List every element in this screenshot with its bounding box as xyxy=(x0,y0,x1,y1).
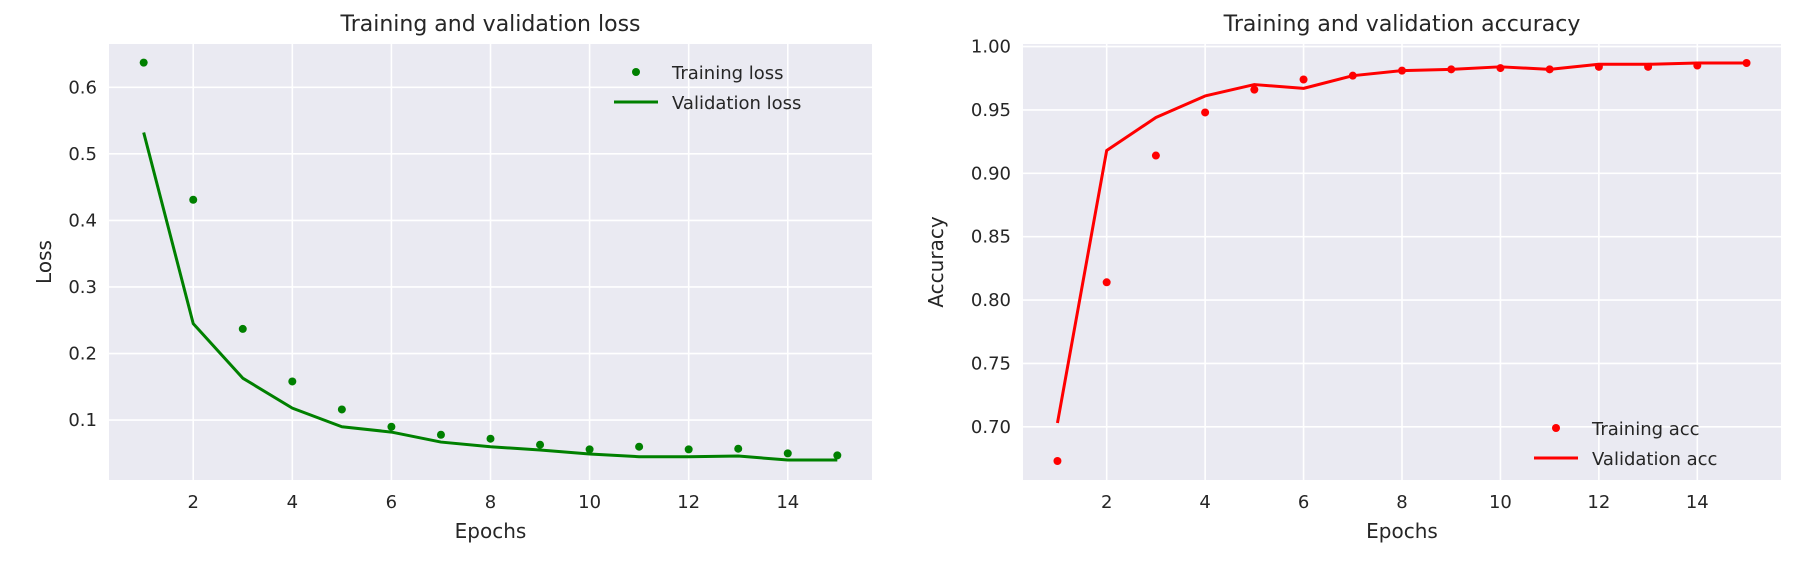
x-tick-label: 2 xyxy=(188,492,199,513)
series-line xyxy=(1055,61,1747,424)
data-point xyxy=(238,324,247,333)
series-2 xyxy=(1055,61,1747,424)
data-point xyxy=(337,405,346,414)
x-tick-label: 4 xyxy=(1199,492,1210,513)
chart-panel-1: 2 4 6 8 10 12 14 0.1 0.2 0.3 0.4 0.5 0.6 Training and… xyxy=(32,12,872,543)
data-point xyxy=(387,422,396,431)
x-axis-label: Epochs xyxy=(455,519,527,543)
data-point xyxy=(585,445,594,454)
data-point xyxy=(189,195,198,204)
x-tick-label: 6 xyxy=(386,492,397,513)
y-tick-label: 0.75 xyxy=(971,353,1011,374)
data-point xyxy=(139,58,148,67)
y-tick-label: 0.80 xyxy=(971,290,1011,311)
legend-dot-marker xyxy=(632,68,640,76)
y-tick-label: 0.6 xyxy=(68,77,97,98)
y-tick-label: 0.70 xyxy=(971,417,1011,438)
series-1 xyxy=(139,58,842,460)
y-tick-label: 1.00 xyxy=(971,37,1011,58)
data-point xyxy=(1151,151,1160,160)
legend: Training acc Validation acc xyxy=(1534,419,1717,470)
x-tick-label: 6 xyxy=(1298,492,1309,513)
data-point xyxy=(833,451,842,460)
chart-title: Training and validation accuracy xyxy=(1223,12,1581,37)
data-point xyxy=(288,377,297,386)
data-point xyxy=(684,445,693,454)
y-tick-label: 0.3 xyxy=(68,277,97,298)
data-point xyxy=(1053,456,1062,465)
data-point xyxy=(635,442,644,451)
data-point xyxy=(783,449,792,458)
x-tick-label: 8 xyxy=(1396,492,1407,513)
y-axis-label: Accuracy xyxy=(924,216,948,307)
data-point xyxy=(486,434,495,443)
x-tick-label: 2 xyxy=(1101,492,1112,513)
data-point xyxy=(1250,85,1259,94)
x-tick-label: 10 xyxy=(578,492,601,513)
legend-label: Training acc xyxy=(1591,419,1700,440)
data-point xyxy=(1201,108,1210,117)
y-tick-label: 0.90 xyxy=(971,163,1011,184)
y-tick-label: 0.1 xyxy=(68,410,97,431)
x-tick-label: 14 xyxy=(1686,492,1709,513)
y-tick-label: 0.85 xyxy=(971,227,1011,248)
y-tick-label: 0.4 xyxy=(68,210,97,231)
legend-dot-marker xyxy=(1552,424,1560,432)
data-point xyxy=(1299,75,1308,84)
x-tick-label: 10 xyxy=(1489,492,1512,513)
x-tick-label: 4 xyxy=(287,492,298,513)
data-point xyxy=(734,444,743,453)
data-point xyxy=(536,440,545,449)
series-line xyxy=(142,132,838,462)
series-2 xyxy=(142,132,838,462)
x-tick-label: 8 xyxy=(485,492,496,513)
legend-label: Training loss xyxy=(671,63,784,84)
x-tick-label: 12 xyxy=(677,492,700,513)
legend-label: Validation loss xyxy=(672,93,801,114)
x-tick-label: 14 xyxy=(776,492,799,513)
y-tick-label: 0.2 xyxy=(68,344,97,365)
x-tick-label: 12 xyxy=(1587,492,1610,513)
y-axis-label: Loss xyxy=(32,240,56,284)
chart-title: Training and validation loss xyxy=(340,12,641,37)
data-point xyxy=(436,430,445,439)
legend-label: Validation acc xyxy=(1592,449,1717,470)
x-axis-label: Epochs xyxy=(1366,519,1438,543)
data-point xyxy=(1102,278,1111,287)
chart-panel-2: 2 4 6 8 10 12 14 0.70 0.75 0.80 0.85 0.90 0.95 1.00 Tr… xyxy=(924,12,1781,543)
legend: Training loss Validation loss xyxy=(614,63,801,114)
y-tick-label: 0.95 xyxy=(971,100,1011,121)
y-tick-label: 0.5 xyxy=(68,144,97,165)
